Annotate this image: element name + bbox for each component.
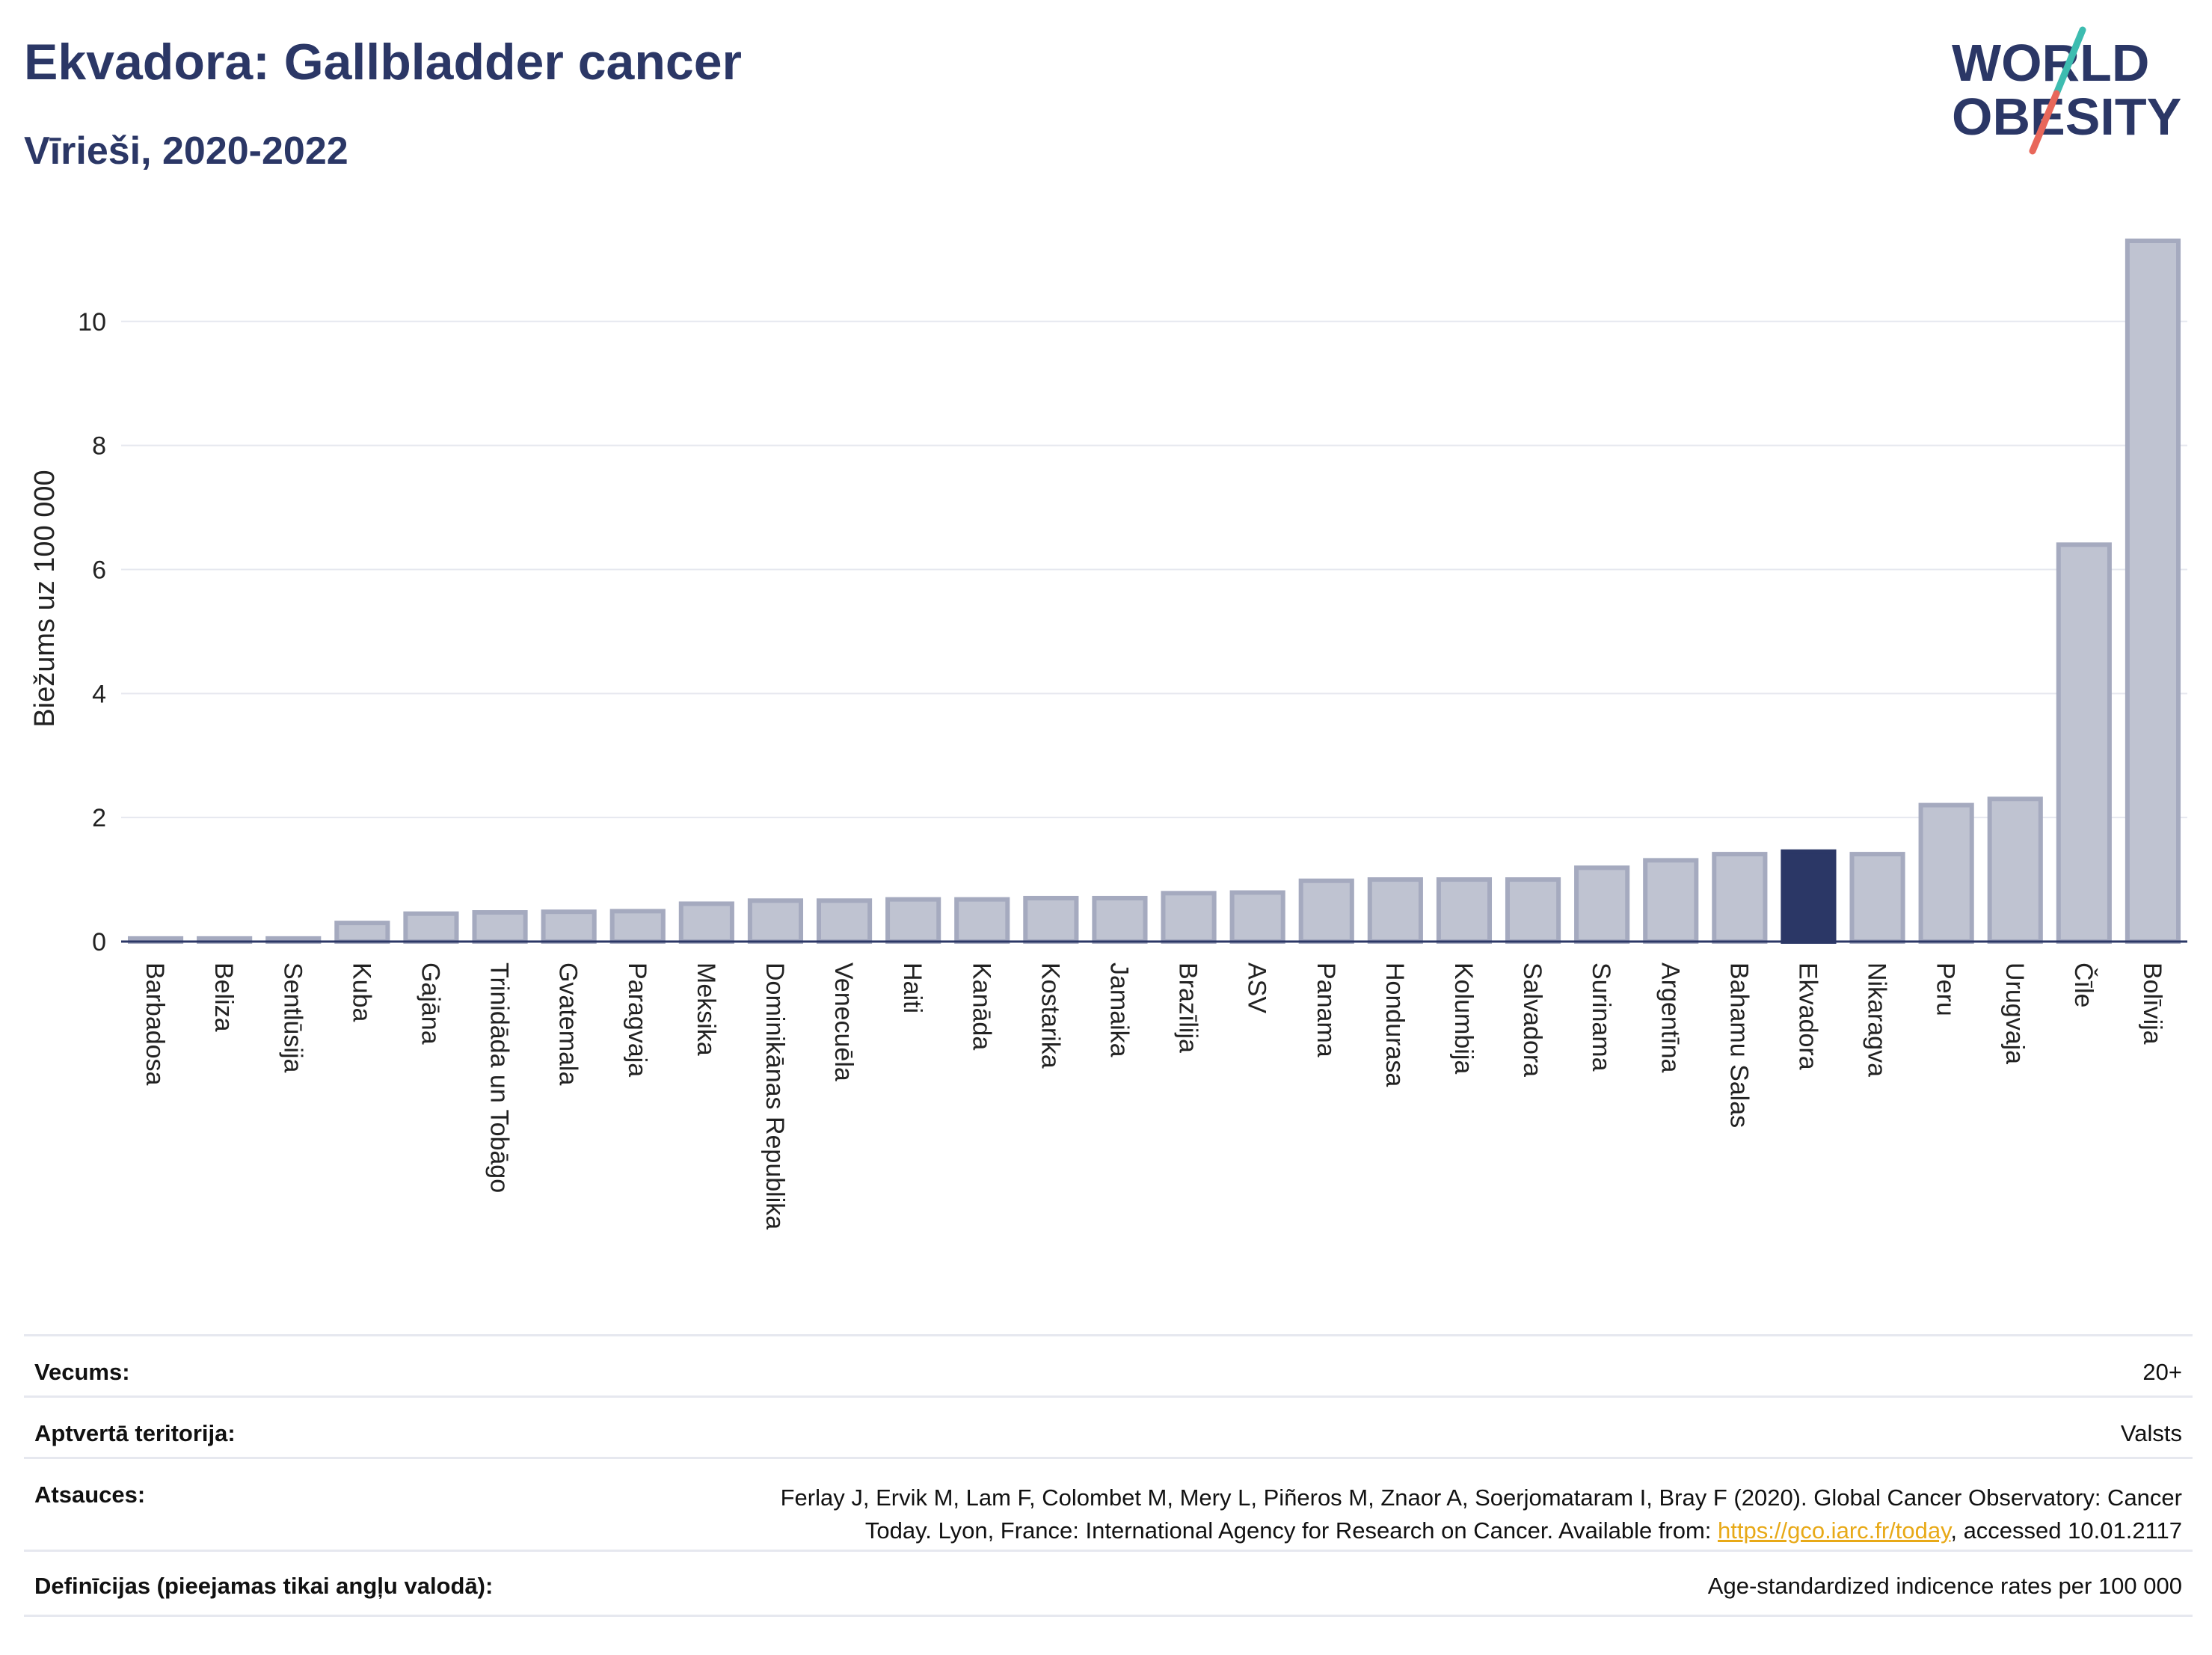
info-row-territory: Aptvertā teritorija: Valsts — [24, 1395, 2193, 1459]
x-tick-label: Urugvaja — [2000, 962, 2029, 1064]
x-tick-label: ASV — [1243, 962, 1271, 1013]
bar-18 — [1367, 877, 1423, 944]
bar-27 — [1987, 796, 2043, 945]
info-value: Age-standardized indicence rates per 100… — [1707, 1573, 2182, 1599]
reference-accessed: , accessed 10.01.2117 — [1950, 1517, 2182, 1544]
bar-5 — [472, 910, 528, 945]
bar-12 — [954, 897, 1010, 944]
bars — [127, 239, 2181, 945]
info-row-definitions: Definīcijas (pieejamas tikai angļu valod… — [24, 1550, 2193, 1617]
bar-11 — [885, 897, 941, 944]
info-value: Valsts — [2120, 1420, 2182, 1446]
info-key: Atsauces: — [34, 1481, 146, 1508]
bar-10 — [816, 898, 873, 945]
info-key: Definīcijas (pieejamas tikai angļu valod… — [34, 1573, 494, 1599]
x-tick-label: Čīle — [2069, 962, 2098, 1007]
logo-line2: OBESITY — [1952, 87, 2181, 146]
bar-29 — [2125, 239, 2181, 944]
bar-7 — [609, 909, 666, 944]
bar-25 — [1849, 852, 1905, 944]
x-tick-label: Kanāda — [967, 962, 995, 1050]
bar-4 — [403, 911, 459, 944]
x-tick-label: Trinidāda un Tobāgo — [485, 962, 514, 1193]
x-tick-label: Peru — [1932, 962, 1960, 1016]
x-tick-label: Beliza — [209, 962, 238, 1032]
x-tick-label: Dominikānas Republika — [761, 962, 789, 1229]
x-tick-label: Panama — [1312, 962, 1340, 1057]
bar-13 — [1023, 895, 1079, 945]
y-tick-label: 4 — [92, 680, 106, 708]
x-tick-label: Ekvadora — [1793, 962, 1822, 1070]
x-axis-labels: Barbadosa Beliza Sentlūsija Kuba Gajāna Trini… — [141, 962, 2166, 1229]
info-row-age: Vecums: 20+ — [24, 1334, 2193, 1398]
x-tick-label: Bolīvija — [2138, 962, 2166, 1045]
bar-26 — [1918, 802, 1974, 944]
x-tick-label: Haiti — [898, 962, 927, 1013]
info-key: Aptvertā teritorija: — [34, 1420, 236, 1446]
bar-14 — [1092, 895, 1148, 945]
grid-lines — [121, 320, 2187, 942]
bar-19 — [1436, 877, 1493, 944]
x-tick-label: Jamaika — [1105, 962, 1133, 1057]
y-axis-ticks: 0 2 4 6 8 10 — [78, 308, 106, 957]
x-tick-label: Kuba — [347, 962, 375, 1022]
x-tick-label: Surinama — [1587, 962, 1615, 1072]
reference-line2: Today. Lyon, France: International Agenc… — [781, 1514, 2182, 1547]
info-row-references: Atsauces: Ferlay J, Ervik M, Lam F, Colo… — [24, 1457, 2193, 1552]
page-subtitle: Vīrieši, 2020-2022 — [24, 129, 348, 173]
bar-23 — [1712, 852, 1768, 944]
reference-link[interactable]: https://gco.iarc.fr/today — [1718, 1517, 1951, 1544]
reference-text: Today. Lyon, France: International Agenc… — [864, 1517, 1718, 1544]
logo-line1: WORLD — [1952, 34, 2149, 92]
bar-22 — [1643, 858, 1699, 945]
x-tick-label: Hondurasa — [1380, 962, 1409, 1087]
bar-17 — [1298, 878, 1354, 944]
x-tick-label: Salvadora — [1518, 962, 1546, 1077]
reference-line1: Ferlay J, Ervik M, Lam F, Colombet M, Me… — [780, 1484, 2182, 1511]
info-key: Vecums: — [34, 1359, 130, 1385]
y-tick-label: 2 — [92, 804, 106, 832]
y-tick-label: 8 — [92, 432, 106, 461]
bar-3 — [334, 921, 390, 945]
bar-28 — [2056, 542, 2112, 944]
x-tick-label: Kostarika — [1036, 962, 1064, 1069]
x-tick-label: Sentlūsija — [278, 962, 307, 1073]
y-tick-label: 10 — [78, 308, 106, 337]
x-tick-label: Gajāna — [416, 962, 444, 1045]
info-value: 20+ — [2142, 1359, 2182, 1385]
y-axis-label: Biežums uz 100 000 — [29, 470, 61, 727]
bar-21 — [1574, 865, 1630, 945]
y-tick-label: 6 — [92, 556, 106, 584]
x-tick-label: Meksika — [692, 962, 720, 1056]
x-tick-label: Barbadosa — [141, 962, 169, 1086]
bar-16 — [1229, 890, 1285, 944]
info-value: Ferlay J, Ervik M, Lam F, Colombet M, Me… — [781, 1481, 2182, 1547]
x-tick-label: Gvatemala — [554, 962, 583, 1085]
y-tick-label: 0 — [92, 928, 106, 957]
bar-15 — [1161, 891, 1217, 945]
x-tick-label: Brazīlija — [1174, 962, 1202, 1053]
x-tick-label: Venecuēla — [829, 962, 858, 1081]
x-tick-label: Argentīna — [1656, 962, 1684, 1073]
bar-6 — [541, 909, 597, 945]
bar-8 — [678, 901, 734, 944]
logo-slash-bottom — [2029, 90, 2060, 155]
world-obesity-logo-icon: WORLD OBESITY — [1952, 26, 2181, 155]
x-tick-label: Kolumbija — [1449, 962, 1478, 1074]
page-title: Ekvadora: Gallbladder cancer — [24, 34, 742, 90]
bar-9 — [747, 898, 804, 945]
x-tick-label: Nikaragva — [1863, 962, 1891, 1077]
bar-chart: 0 2 4 6 8 10 Barbadosa Beliza Sentlūsija Kuba Gaj… — [29, 239, 2187, 1229]
bar-24 — [1781, 849, 1837, 945]
logo-slash-top — [2053, 26, 2086, 97]
x-tick-label: Paragvaja — [623, 962, 651, 1077]
bar-20 — [1505, 877, 1561, 944]
x-tick-label: Bahamu Salas — [1724, 962, 1753, 1128]
